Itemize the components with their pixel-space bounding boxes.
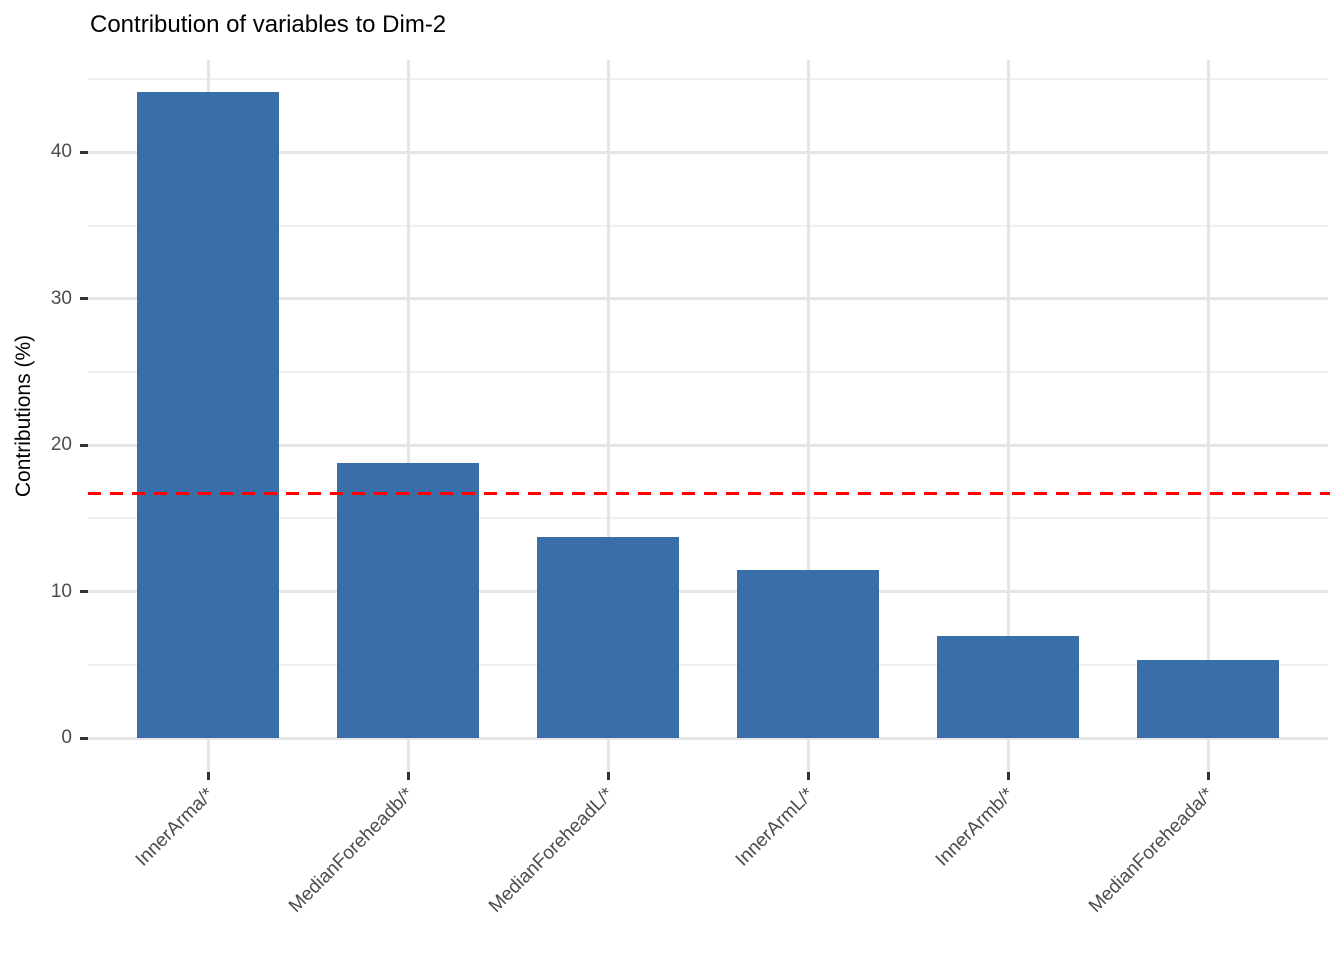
y-axis-title: Contributions (%) [12, 334, 35, 498]
x-tick-label-text: MedianForeheadL/* [484, 784, 618, 917]
contribution-bar [137, 92, 279, 738]
gridline-major [88, 443, 1328, 447]
y-axis-tick [80, 443, 88, 447]
y-tick-label: 0 [61, 727, 72, 748]
x-tick-label-text: InnerArmb/* [931, 784, 1018, 871]
average-reference-line [88, 492, 1330, 495]
gridline-vertical [806, 60, 810, 772]
gridline-major [88, 297, 1328, 301]
contribution-bar [937, 635, 1079, 738]
y-tick-label: 10 [50, 580, 72, 602]
y-axis-tick [80, 297, 88, 301]
gridline-vertical [606, 60, 610, 772]
contribution-bar [537, 537, 679, 738]
gridline-vertical [406, 60, 410, 772]
gridline-major [88, 150, 1328, 154]
x-tick-label-text: InnerArma/* [131, 784, 218, 871]
gridline-minor [88, 371, 1328, 373]
gridline-vertical [1006, 60, 1010, 772]
y-tick-label: 20 [50, 434, 72, 456]
x-axis-tick [1006, 772, 1010, 780]
x-axis-tick [406, 772, 410, 780]
gridline-minor [88, 663, 1328, 666]
chart-title: Contribution of variables to Dim-2 [90, 11, 447, 38]
x-tick-label-text: MedianForeheadb/* [284, 784, 418, 917]
contribution-bar [337, 462, 479, 738]
gridline-minor [88, 78, 1328, 81]
x-axis-tick [206, 772, 210, 780]
contribution-bar [737, 569, 879, 738]
x-tick-label-text: InnerArmL/* [731, 784, 818, 871]
contribution-bar [1137, 660, 1279, 738]
x-axis-tick [806, 772, 810, 780]
gridline-minor [88, 224, 1328, 227]
y-axis-tick [80, 150, 88, 154]
y-axis-tick [80, 590, 88, 594]
gridline-vertical [1206, 60, 1210, 772]
gridline-minor [88, 517, 1328, 520]
y-axis-tick [80, 736, 88, 740]
x-tick-label-text: MedianForeheada/* [1084, 784, 1218, 917]
gridline-major [88, 590, 1328, 594]
y-tick-label: 40 [50, 141, 72, 163]
gridline-major [88, 736, 1328, 740]
y-tick-label: 30 [50, 287, 72, 309]
x-axis-tick [606, 772, 610, 780]
x-axis-tick [1206, 772, 1210, 780]
